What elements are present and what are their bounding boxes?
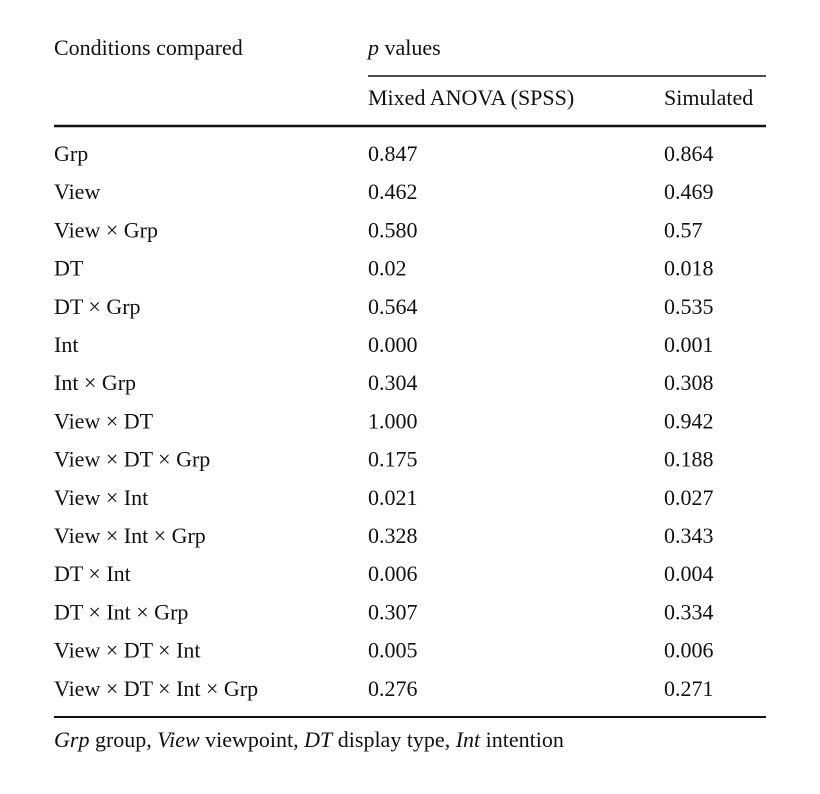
row-label: View [54, 179, 100, 204]
cell: 0.304 [368, 370, 418, 395]
cell: 0.271 [664, 676, 714, 701]
row-label: View × DT × Int [54, 638, 201, 663]
text-segment: Grp [54, 727, 89, 752]
cell: 0.57 [664, 217, 703, 242]
cell: 0.469 [664, 179, 714, 204]
text-segment: display type, [332, 727, 455, 752]
text-segment: DT [303, 727, 334, 752]
text-segment: group, [89, 727, 157, 752]
footnote: Grp group, View viewpoint, DT display ty… [54, 727, 564, 752]
cell: 0.308 [664, 370, 714, 395]
row-label: View × Int [54, 485, 148, 510]
cell: 0.535 [664, 294, 714, 319]
text-segment: viewpoint, [200, 727, 305, 752]
cell: 0.000 [368, 332, 418, 357]
cell: 0.328 [368, 523, 418, 548]
cell: 0.334 [664, 599, 714, 624]
cell: 0.001 [664, 332, 714, 357]
row-label: DT × Int [54, 561, 131, 586]
group-header: p values [366, 35, 441, 60]
text-segment: p [366, 35, 379, 60]
cell: 0.276 [368, 676, 418, 701]
row-label: View × DT × Int × Grp [54, 676, 258, 701]
row-label: View × DT × Grp [54, 447, 210, 472]
cell: 0.006 [368, 561, 418, 586]
text-segment: values [379, 35, 441, 60]
cell: 1.000 [368, 408, 418, 433]
cell: 0.005 [368, 638, 418, 663]
cell: 0.564 [368, 294, 418, 319]
cell: 0.188 [664, 447, 714, 472]
row-label: View × Grp [54, 217, 158, 242]
cell: 0.864 [664, 141, 714, 166]
row-label: View × Int × Grp [54, 523, 206, 548]
cell: 0.942 [664, 408, 714, 433]
cell: 0.02 [368, 256, 407, 281]
row-label: DT [54, 256, 84, 281]
text-segment: Int [455, 727, 481, 752]
text-segment: View [157, 727, 200, 752]
cell: 0.021 [368, 485, 418, 510]
cell: 0.847 [368, 141, 418, 166]
cell: 0.175 [368, 447, 418, 472]
cell: 0.580 [368, 217, 418, 242]
cell: 0.018 [664, 256, 714, 281]
row-label: DT × Int × Grp [54, 599, 188, 624]
text-segment: intention [480, 727, 564, 752]
column-header: Simulated [664, 85, 753, 110]
cell: 0.462 [368, 179, 418, 204]
column-header: Conditions compared [54, 35, 243, 60]
row-label: Int × Grp [54, 370, 136, 395]
cell: 0.307 [368, 599, 418, 624]
row-label: DT × Grp [54, 294, 141, 319]
cell: 0.027 [664, 485, 714, 510]
row-label: Int [54, 332, 78, 357]
row-label: Grp [54, 141, 88, 166]
column-header: Mixed ANOVA (SPSS) [368, 85, 574, 110]
cell: 0.006 [664, 638, 714, 663]
cell: 0.343 [664, 523, 714, 548]
cell: 0.004 [664, 561, 714, 586]
row-label: View × DT [54, 408, 154, 433]
